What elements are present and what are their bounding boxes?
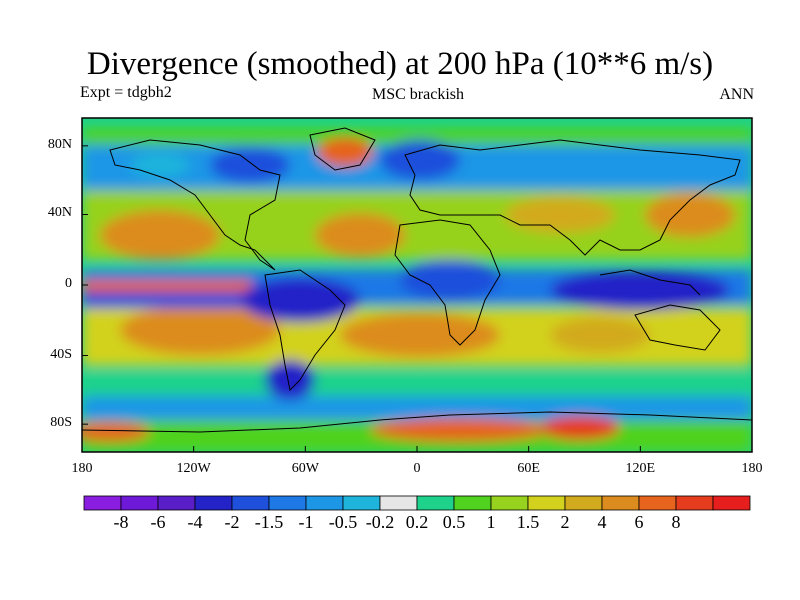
legend-swatch bbox=[490, 495, 529, 511]
legend-label: 8 bbox=[671, 512, 681, 532]
y-tick-label: 0 bbox=[65, 276, 72, 291]
x-tick-label: 180 bbox=[71, 461, 93, 476]
legend-label: -8 bbox=[113, 512, 129, 532]
legend-swatch bbox=[453, 495, 492, 511]
legend-swatch bbox=[194, 495, 233, 511]
x-tick-label: 120E bbox=[625, 461, 656, 476]
legend-swatch bbox=[638, 495, 677, 511]
y-tick-label: 40S bbox=[50, 346, 72, 362]
legend-swatch bbox=[157, 495, 196, 511]
legend-swatch bbox=[712, 495, 751, 511]
legend-label: -1.5 bbox=[254, 512, 284, 532]
legend-swatch bbox=[675, 495, 714, 511]
y-tick-label: 80N bbox=[47, 136, 72, 152]
y-tick-label: 40N bbox=[47, 205, 72, 221]
legend-swatch bbox=[268, 495, 307, 511]
page-title: Divergence (smoothed) at 200 hPa (10**6 … bbox=[86, 46, 714, 82]
legend-label: 1.5 bbox=[516, 512, 540, 532]
axis-ticks bbox=[81, 145, 753, 452]
legend-label: 0.2 bbox=[405, 512, 429, 532]
legend-label: -4 bbox=[187, 512, 203, 532]
legend-label: 2 bbox=[560, 512, 570, 532]
period-label: ANN bbox=[719, 86, 754, 103]
coastlines bbox=[82, 127, 752, 433]
center-label: MSC brackish bbox=[372, 86, 464, 103]
legend-label: 0.5 bbox=[442, 512, 466, 532]
color-legend bbox=[83, 495, 751, 511]
x-tick-label: 180 bbox=[741, 461, 763, 476]
legend-swatch bbox=[342, 495, 381, 511]
legend-swatch bbox=[416, 495, 455, 511]
x-tick-label: 60E bbox=[517, 461, 540, 476]
legend-label: -2 bbox=[224, 512, 240, 532]
legend-swatch bbox=[601, 495, 640, 511]
legend-label: -6 bbox=[150, 512, 166, 532]
x-tick-label: 0 bbox=[413, 461, 421, 476]
legend-label: -0.2 bbox=[365, 512, 395, 532]
experiment-label: Expt = tdgbh2 bbox=[80, 84, 172, 101]
legend-swatch bbox=[564, 495, 603, 511]
legend-label: 4 bbox=[597, 512, 607, 532]
legend-swatch bbox=[231, 495, 270, 511]
legend-swatch bbox=[120, 495, 159, 511]
legend-label: -1 bbox=[298, 512, 314, 532]
legend-label: 1 bbox=[486, 512, 496, 532]
legend-label: 6 bbox=[634, 512, 644, 532]
x-tick-label: 120W bbox=[176, 461, 211, 476]
y-tick-label: 80S bbox=[50, 415, 72, 431]
legend-swatch bbox=[527, 495, 566, 511]
x-tick-label: 60W bbox=[291, 461, 319, 476]
legend-swatch bbox=[83, 495, 122, 511]
legend-swatch bbox=[379, 495, 418, 511]
legend-label: -0.5 bbox=[328, 512, 358, 532]
legend-swatch bbox=[305, 495, 344, 511]
